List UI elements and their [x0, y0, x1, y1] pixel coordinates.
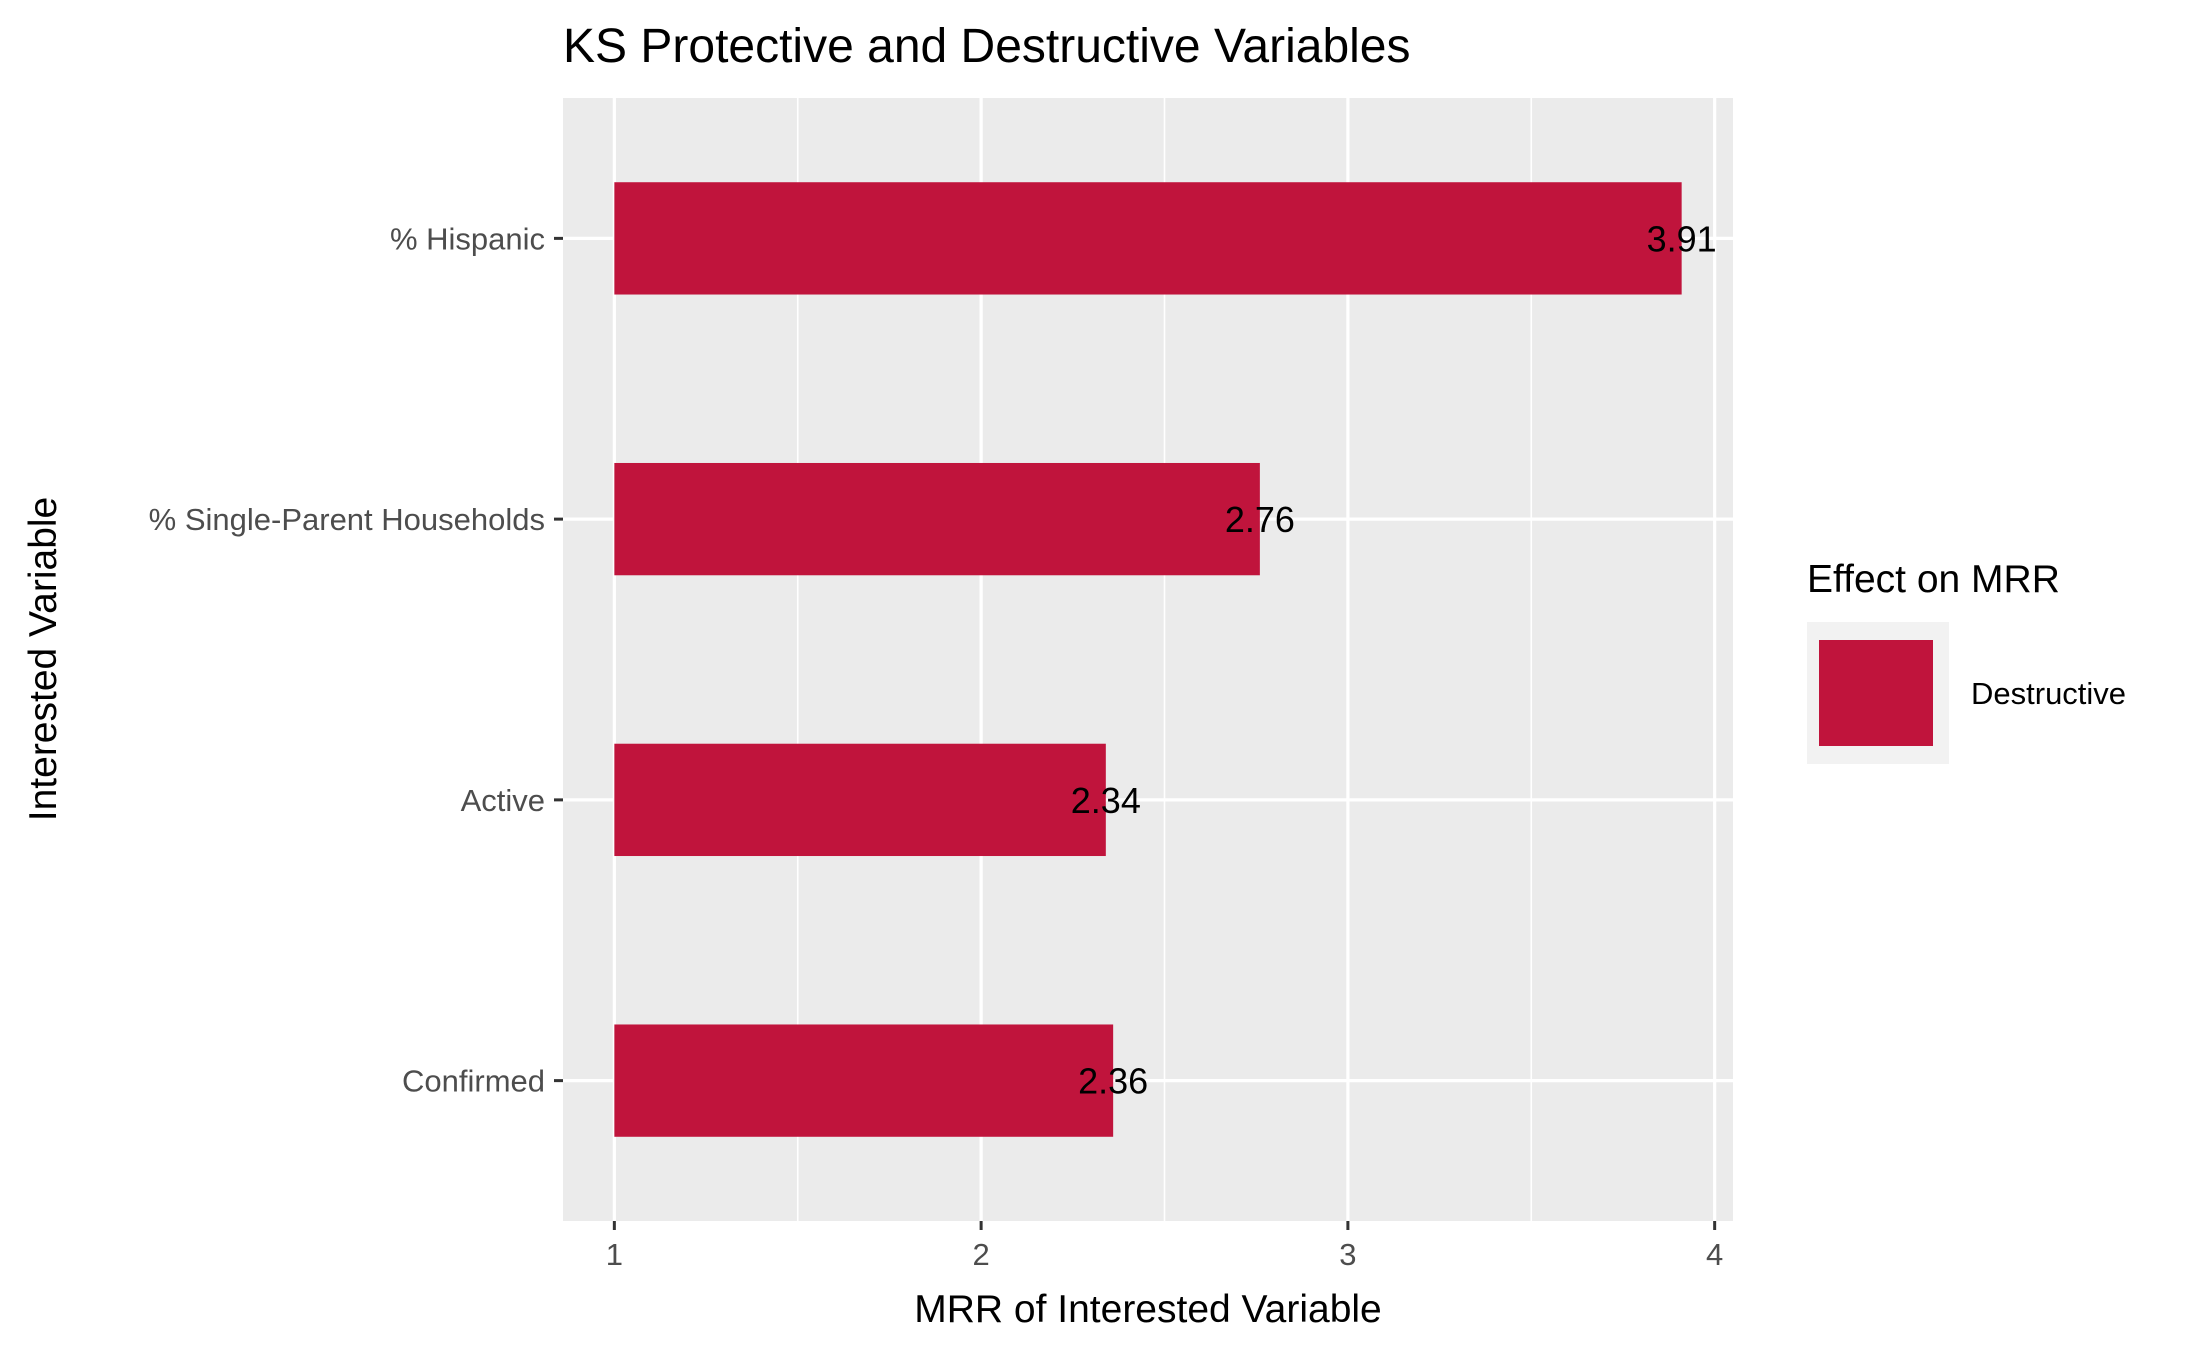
- bar-value-label: 3.91: [1647, 218, 1717, 259]
- y-axis: % Hispanic % Single-Parent Households Acti…: [149, 221, 563, 1099]
- bar: [614, 182, 1682, 295]
- legend-title: Effect on MRR: [1807, 558, 2060, 601]
- bar: [614, 462, 1260, 576]
- x-tick-label: 1: [606, 1237, 623, 1272]
- bar: [614, 743, 1106, 857]
- legend-swatch-destructive: [1819, 640, 1933, 746]
- bar-value-label: 2.76: [1225, 499, 1295, 540]
- y-tick-label: Active: [461, 783, 545, 818]
- legend-label-destructive: Destructive: [1971, 676, 2126, 711]
- bar-value-labels: 3.91 2.76 2.34 2.36: [1071, 218, 1717, 1101]
- bar: [614, 1024, 1114, 1137]
- chart-title: KS Protective and Destructive Variables: [563, 20, 1411, 73]
- x-axis: 1 2 3 4: [606, 1221, 1723, 1272]
- bar-value-label: 2.36: [1078, 1061, 1148, 1102]
- x-axis-title: MRR of Interested Variable: [914, 1288, 1382, 1331]
- x-tick-label: 2: [972, 1237, 989, 1272]
- y-axis-title: Interested Variable: [22, 497, 65, 821]
- y-tick-label: % Hispanic: [390, 221, 545, 256]
- legend: Effect on MRR Destructive: [1807, 558, 2126, 764]
- y-tick-label: Confirmed: [402, 1064, 545, 1099]
- bars: [614, 182, 1682, 1137]
- y-tick-label: % Single-Parent Households: [149, 502, 545, 537]
- x-tick-label: 3: [1339, 1237, 1356, 1272]
- bar-value-label: 2.34: [1071, 780, 1141, 821]
- x-tick-label: 4: [1706, 1237, 1723, 1272]
